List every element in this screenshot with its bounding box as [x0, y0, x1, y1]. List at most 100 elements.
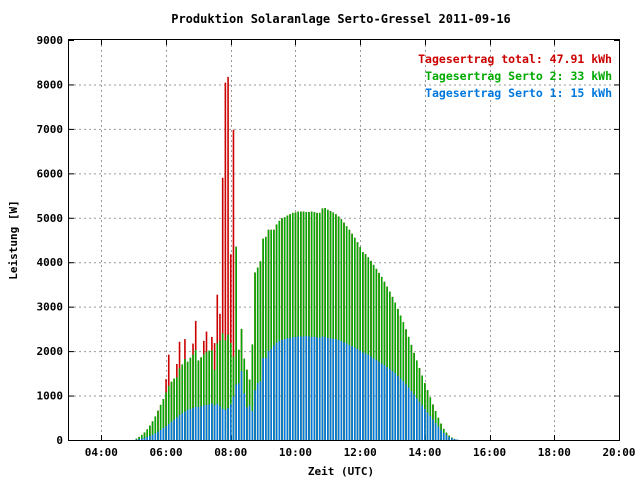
bar-serto1 [353, 347, 356, 440]
bar-serto1 [224, 409, 227, 440]
bar-total [227, 76, 229, 440]
bar-serto1 [162, 428, 165, 440]
bar-serto2 [318, 212, 321, 440]
bar-serto2 [321, 208, 324, 440]
bar-serto2 [170, 381, 173, 440]
bar-serto1 [316, 337, 318, 440]
bar-serto2 [302, 211, 305, 440]
bar-serto2 [165, 392, 167, 440]
bar-serto2 [216, 343, 219, 440]
bar-serto1 [343, 342, 345, 440]
bar-serto1 [318, 337, 321, 440]
bar-serto1 [151, 434, 154, 440]
bar-total [232, 129, 235, 440]
bar-serto2 [186, 361, 189, 440]
bar-serto1 [426, 412, 429, 440]
bar-serto2 [305, 212, 308, 440]
bar-serto2 [162, 399, 165, 440]
y-tick-label: 9000 [37, 34, 64, 47]
bar-serto2 [310, 211, 313, 440]
plot-frame [68, 39, 620, 441]
bar-serto1 [302, 336, 305, 440]
bar-serto2 [294, 212, 297, 440]
bar-serto2 [275, 224, 278, 440]
y-axis-label: Leistung [W] [7, 200, 20, 279]
bar-serto2 [140, 434, 143, 440]
bar-serto2 [221, 333, 224, 440]
bar-serto1 [189, 408, 192, 440]
bar-serto1 [351, 346, 353, 440]
x-tick-label: 04:00 [85, 446, 118, 459]
bar-serto1 [254, 390, 256, 440]
bar-serto1 [216, 403, 219, 440]
bar-serto1 [300, 336, 302, 440]
bar-serto1 [165, 426, 167, 440]
bar-serto2 [402, 322, 405, 440]
bar-serto1 [173, 419, 175, 440]
y-tick-label: 4000 [37, 256, 64, 269]
bar-serto2 [343, 222, 345, 440]
bar-serto1 [205, 404, 208, 440]
bar-serto1 [367, 354, 370, 440]
bar-serto2 [327, 209, 329, 440]
bar-serto2 [200, 357, 202, 440]
bar-serto1 [321, 336, 324, 440]
bar-series [135, 76, 459, 441]
bar-serto1 [229, 404, 232, 440]
bar-serto2 [283, 217, 286, 440]
bar-serto1 [203, 405, 205, 440]
bar-serto1 [186, 409, 189, 440]
bar-serto1 [380, 363, 383, 440]
bar-serto1 [375, 360, 378, 440]
x-tick-label: 12:00 [344, 446, 377, 459]
x-axis-ticks: 04:00 06:00 08:00 10:00 12:00 14:00 16:00 18:00… [85, 40, 636, 459]
bar-serto1 [327, 337, 329, 440]
bar-serto2 [351, 233, 353, 440]
bar-serto1 [453, 439, 456, 440]
bar-serto2 [143, 432, 146, 440]
x-tick-label: 14:00 [408, 446, 441, 459]
bar-serto1 [448, 436, 450, 440]
bar-serto1 [281, 340, 283, 440]
bar-serto1 [159, 429, 162, 440]
bar-serto1 [235, 384, 237, 440]
bar-serto2 [189, 357, 192, 440]
bar-serto2 [256, 267, 259, 440]
bar-serto1 [157, 431, 159, 440]
bar-serto2 [211, 350, 213, 440]
bar-serto1 [440, 429, 442, 440]
bar-serto2 [219, 340, 221, 440]
bar-serto2 [159, 404, 162, 440]
bar-serto1 [240, 371, 243, 440]
bar-serto2 [281, 218, 283, 440]
bar-serto1 [143, 437, 146, 440]
bar-serto1 [294, 336, 297, 440]
bar-serto1 [405, 384, 407, 440]
bar-serto1 [251, 411, 254, 440]
bar-serto1 [413, 394, 415, 440]
bar-serto1 [178, 415, 181, 440]
bar-serto1 [389, 368, 391, 440]
bar-serto2 [278, 220, 281, 440]
bar-serto1 [308, 336, 310, 440]
bar-serto1 [329, 338, 332, 440]
bar-serto2 [267, 229, 270, 440]
bar-serto1 [167, 424, 170, 440]
bar-serto1 [397, 376, 399, 440]
bar-serto1 [146, 436, 148, 440]
bar-serto2 [324, 208, 326, 440]
bar-serto2 [389, 291, 391, 440]
y-tick-label: 8000 [37, 78, 64, 91]
bar-serto1 [418, 401, 421, 440]
bar-serto1 [194, 406, 197, 440]
bar-serto2 [308, 212, 310, 440]
bar-serto1 [429, 416, 432, 440]
bar-serto1 [437, 426, 440, 440]
bar-serto1 [265, 357, 267, 440]
bar-serto1 [348, 344, 351, 440]
bar-serto2 [138, 436, 140, 440]
bar-serto2 [273, 229, 275, 440]
bar-serto1 [372, 358, 375, 440]
bar-serto2 [286, 215, 289, 440]
